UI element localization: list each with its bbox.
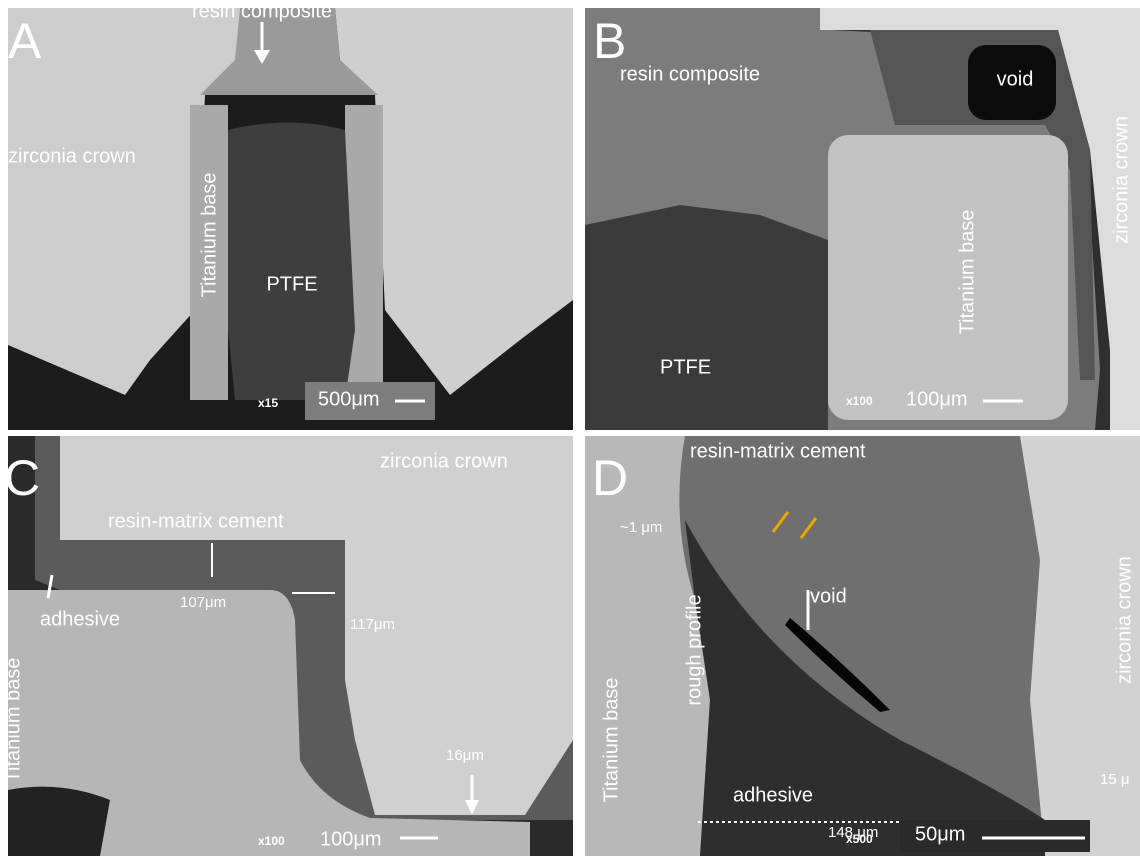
label: Titanium base — [600, 678, 622, 803]
panel-c — [8, 436, 573, 856]
magnification: x100 — [846, 394, 873, 408]
scale-bar-label: 50μm — [915, 823, 965, 845]
label: PTFE — [266, 273, 317, 295]
label: rough profile — [683, 594, 705, 705]
magnification: x100 — [258, 834, 285, 848]
label: void — [810, 585, 847, 607]
label: adhesive — [733, 784, 813, 806]
label: resin composite — [192, 0, 332, 22]
scale-bar-label: 500μm — [318, 388, 380, 410]
panel-letter: C — [4, 450, 40, 506]
panel-a — [8, 8, 573, 430]
label: zirconia crown — [1113, 556, 1135, 684]
scale-bar-label: 100μm — [906, 388, 968, 410]
label: PTFE — [660, 356, 711, 378]
label: zirconia crown — [380, 450, 508, 472]
panel-letter: D — [592, 450, 628, 506]
label: zirconia crown — [1110, 116, 1132, 244]
panel-d — [585, 436, 1140, 856]
figure: A resin composite zirconia crown Titaniu… — [0, 0, 1140, 856]
label: resin-matrix cement — [690, 440, 866, 462]
label: Titanium base — [956, 210, 978, 335]
label: adhesive — [40, 608, 120, 630]
label: 16μm — [446, 747, 484, 764]
label: Titanium base — [198, 173, 220, 298]
label: void — [997, 68, 1034, 90]
label: 15 μ — [1100, 771, 1130, 788]
label: 117μm — [350, 616, 395, 633]
label: Titanium base — [2, 658, 24, 783]
label: resin composite — [620, 63, 760, 85]
magnification: x15 — [258, 396, 278, 410]
panel-letter: B — [593, 13, 626, 69]
scale-bar-label: 100μm — [320, 828, 382, 850]
label: 107μm — [180, 594, 226, 611]
label: ~1 μm — [620, 519, 662, 536]
panel-letter: A — [8, 13, 42, 69]
magnification: x500 — [846, 832, 873, 846]
label: resin-matrix cement — [108, 510, 284, 532]
label: zirconia crown — [8, 145, 136, 167]
